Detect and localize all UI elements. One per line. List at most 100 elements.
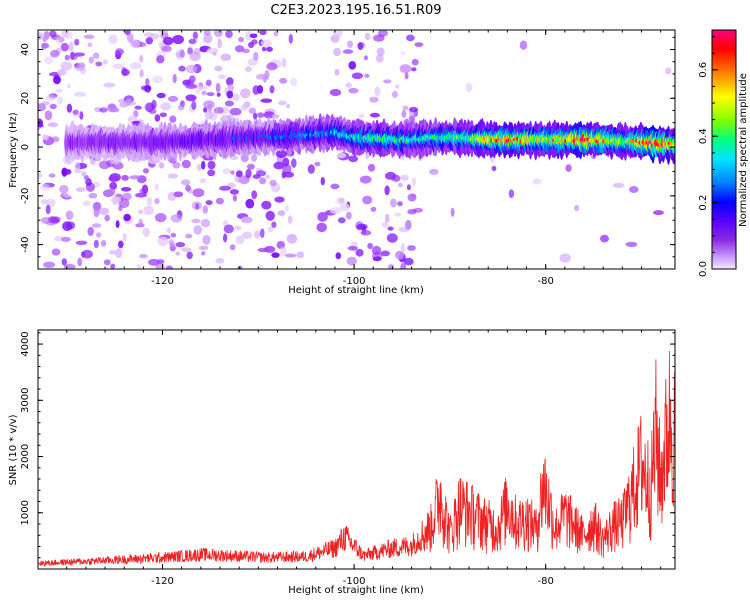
noise-cell — [386, 233, 398, 243]
noise-cell — [329, 88, 342, 97]
noise-cell — [320, 177, 325, 186]
noise-cell — [273, 30, 278, 37]
noise-cell — [141, 184, 149, 195]
noise-cell — [281, 57, 287, 68]
noise-cell — [154, 198, 160, 205]
noise-cell — [198, 245, 209, 251]
noise-cell — [193, 225, 202, 235]
x-tick-label: -100 — [343, 276, 366, 287]
noise-cell — [532, 178, 542, 185]
noise-cell — [92, 52, 100, 59]
noise-cell — [253, 230, 261, 239]
noise-cell — [629, 186, 639, 193]
noise-cell — [283, 166, 290, 173]
noise-cell — [172, 34, 185, 45]
noise-cell — [115, 220, 120, 229]
noise-cell — [397, 182, 403, 188]
noise-cell — [235, 45, 245, 53]
noise-cell — [411, 177, 417, 186]
noise-cell — [151, 99, 157, 110]
noise-cell — [317, 212, 328, 222]
band-cell — [671, 143, 675, 148]
noise-cell — [180, 179, 191, 186]
noise-cell — [283, 171, 295, 178]
noise-cell — [115, 48, 124, 56]
noise-cell — [168, 95, 178, 102]
spectrogram-x-label: Height of straight line (km) — [288, 285, 424, 296]
noise-cell — [158, 162, 165, 169]
noise-cell — [260, 39, 273, 48]
x-tick-label: -80 — [538, 276, 554, 287]
noise-cell — [277, 210, 286, 217]
noise-cell — [205, 79, 212, 87]
noise-cell — [265, 174, 271, 179]
noise-cell — [257, 112, 265, 118]
noise-cell — [403, 257, 414, 266]
noise-cell — [162, 36, 174, 46]
noise-cell — [223, 220, 228, 227]
noise-cell — [412, 207, 424, 213]
noise-cell — [356, 223, 368, 230]
noise-cell — [215, 258, 225, 264]
noise-cell — [347, 246, 358, 251]
y-tick-label: 1000 — [20, 500, 31, 525]
noise-cell — [81, 171, 87, 177]
noise-cell — [61, 167, 68, 177]
noise-cell — [307, 164, 315, 174]
noise-cell — [565, 164, 572, 172]
noise-cell — [559, 253, 571, 263]
noise-cell — [261, 46, 267, 52]
noise-cell — [362, 195, 373, 205]
noise-cell — [278, 100, 287, 106]
noise-cell — [152, 75, 164, 84]
noise-cell — [172, 161, 181, 169]
noise-cell — [203, 107, 208, 113]
noise-cell — [95, 61, 103, 67]
noise-cell — [357, 42, 364, 50]
noise-cell — [191, 218, 201, 224]
noise-cell — [110, 196, 122, 204]
noise-cell — [314, 161, 321, 167]
noise-cell — [291, 158, 297, 168]
colorbar-gradient — [712, 30, 736, 269]
noise-cell — [237, 265, 243, 269]
noise-cell — [397, 201, 403, 207]
noise-cell — [102, 59, 108, 65]
noise-cell — [394, 212, 402, 217]
noise-cell — [316, 222, 328, 233]
noise-cell — [244, 66, 252, 72]
x-tick-label: -100 — [343, 576, 366, 587]
noise-cell — [175, 251, 181, 256]
noise-cell — [234, 117, 240, 123]
noise-cell — [66, 103, 73, 113]
noise-cell — [74, 161, 81, 171]
noise-cell — [345, 82, 352, 88]
noise-cell — [74, 38, 80, 46]
noise-cell — [45, 94, 57, 101]
noise-cell — [256, 85, 264, 94]
noise-cell — [77, 62, 86, 69]
noise-cell — [405, 219, 412, 230]
noise-cell — [178, 65, 186, 72]
noise-cell — [245, 30, 253, 41]
colorbar-frame — [711, 29, 737, 270]
noise-cell — [159, 112, 167, 118]
snr-frame — [37, 329, 676, 570]
noise-cell — [145, 37, 153, 45]
noise-cell — [217, 38, 223, 49]
noise-cell — [273, 161, 285, 170]
y-tick-label: -40 — [20, 236, 31, 252]
spectrogram-frame — [37, 29, 676, 270]
noise-cell — [200, 219, 211, 228]
noise-cell — [225, 30, 233, 39]
noise-cell — [145, 78, 150, 86]
noise-cell — [653, 210, 664, 216]
noise-cell — [109, 173, 121, 182]
noise-cell — [402, 105, 409, 111]
noise-cell — [232, 194, 237, 202]
colorbar-tick-label: 0.6 — [698, 62, 709, 78]
noise-cell — [363, 55, 368, 61]
noise-cell — [215, 197, 224, 205]
noise-cell — [260, 228, 265, 238]
